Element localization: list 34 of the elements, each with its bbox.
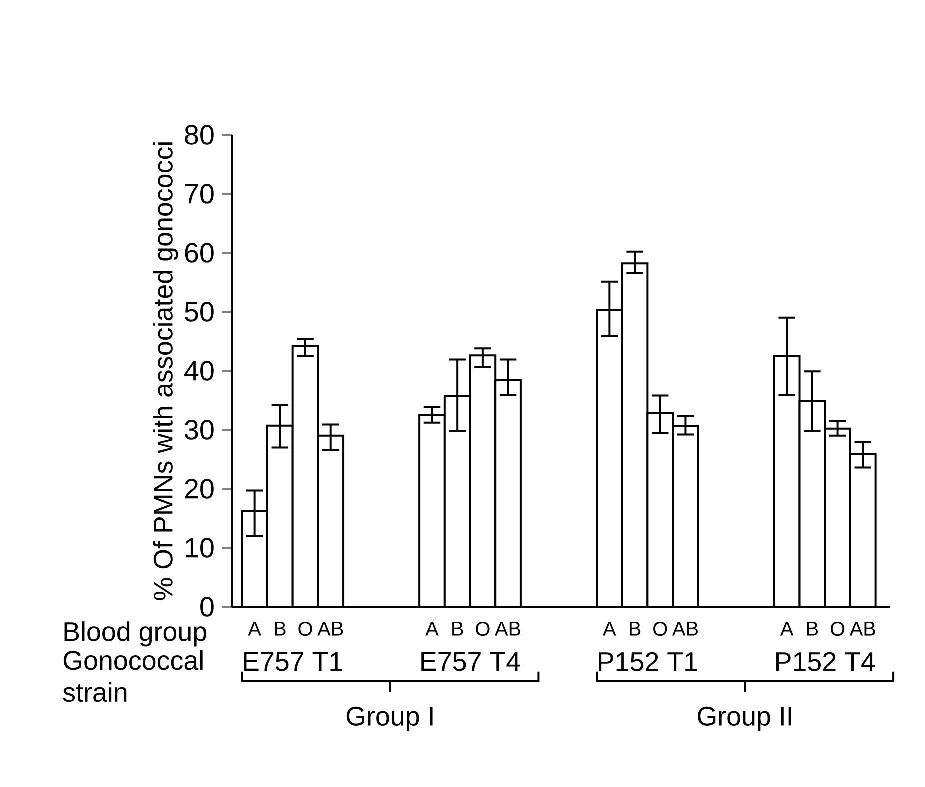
y-tick-label: 60 bbox=[185, 243, 214, 263]
x-tick-label: A bbox=[603, 622, 616, 636]
y-tick-label: 80 bbox=[185, 125, 214, 145]
x-tick-label: AB bbox=[318, 622, 344, 636]
x-tick-label: O bbox=[476, 622, 490, 636]
y-axis-title: % Of PMNs with associated gonococci bbox=[153, 142, 178, 600]
y-tick-label: 50 bbox=[185, 302, 214, 322]
y-tick-label: 30 bbox=[184, 420, 214, 440]
y-tick-label: 0 bbox=[200, 597, 214, 617]
x-tick-label: B bbox=[630, 622, 641, 636]
x-tick-label: O bbox=[654, 622, 668, 636]
y-tick-label: 10 bbox=[186, 538, 214, 558]
x-tick-label: O bbox=[830, 622, 845, 636]
x-tick-label: B bbox=[807, 622, 818, 636]
y-tick-label: 70 bbox=[185, 184, 214, 204]
text: P152 T4 bbox=[776, 652, 876, 672]
text: Gonococcal strain bbox=[63, 650, 203, 702]
x-tick-label: O bbox=[298, 622, 312, 636]
text: Group I bbox=[346, 706, 433, 732]
x-tick-label: A bbox=[780, 622, 794, 636]
x-tick-label: AB bbox=[672, 622, 698, 636]
text: Group II bbox=[698, 706, 792, 732]
x-tick-label: AB bbox=[850, 622, 876, 636]
x-tick-label: B bbox=[452, 622, 464, 636]
x-tick-label: B bbox=[275, 622, 286, 636]
y-tick-label: 20 bbox=[185, 479, 214, 499]
x-tick-label: AB bbox=[495, 622, 521, 636]
text: P152 T1 bbox=[599, 652, 698, 672]
text: Blood group bbox=[64, 622, 206, 647]
x-tick-label: A bbox=[248, 622, 262, 636]
text: E757 T1 bbox=[244, 652, 342, 672]
y-tick-label: 40 bbox=[184, 361, 214, 381]
text: E757 T4 bbox=[422, 652, 520, 672]
x-tick-label: A bbox=[426, 622, 439, 636]
